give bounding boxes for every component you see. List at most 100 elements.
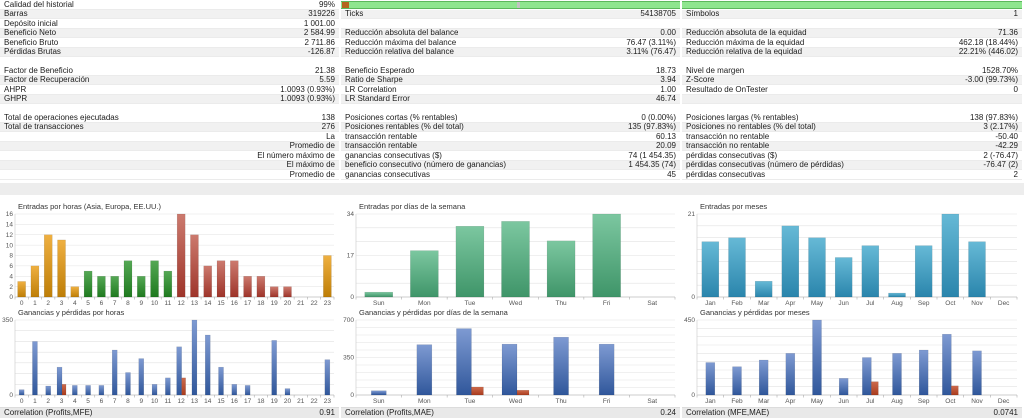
stat-row: Beneficio Neto 2 584.99	[0, 28, 339, 38]
section-divider	[0, 182, 1024, 195]
svg-text:Jan: Jan	[705, 398, 716, 405]
stat-value: 2 584.99	[303, 28, 335, 38]
svg-text:Apr: Apr	[785, 300, 796, 307]
stat-label: ganancias consecutivas ($)	[345, 150, 442, 160]
stat-row: Total de operaciones ejecutadas 138	[0, 113, 339, 123]
svg-text:7: 7	[113, 398, 117, 405]
stat-value: 21.38	[314, 65, 335, 75]
svg-text:0: 0	[691, 294, 695, 301]
stat-value: 99%	[318, 0, 335, 9]
stat-row: Barras 319226	[0, 9, 339, 19]
svg-text:450: 450	[684, 317, 695, 324]
stat-value: 45	[667, 169, 676, 179]
stat-label: Z-Score	[686, 75, 715, 85]
stat-row: pérdidas consecutivas 2	[682, 170, 1022, 180]
chart-title: Entradas por horas (Asia, Europa, EE.UU.…	[18, 201, 161, 211]
svg-text:Apr: Apr	[785, 398, 796, 405]
stat-label: pérdidas consecutivas	[686, 169, 766, 179]
statistics-table: Calidad del historial 99% Barras 319226 Depó…	[0, 0, 1024, 180]
stat-label: LR Standard Error	[345, 94, 410, 104]
stat-value: 2 (-76.47)	[983, 150, 1018, 160]
svg-text:0: 0	[9, 392, 13, 399]
svg-text:17: 17	[244, 398, 252, 405]
svg-text:3: 3	[60, 398, 64, 405]
stat-row: Calidad del historial 99%	[0, 0, 339, 10]
correlation-profits-mfe-row: Correlation (Profits,MFE) 0.91	[0, 406, 339, 418]
stat-row: ganancias consecutivas ($) 74 (1 454.35)	[341, 151, 680, 161]
stat-label: transacción rentable	[345, 131, 418, 141]
stat-row: Promedio de	[0, 170, 339, 180]
svg-text:8: 8	[9, 252, 13, 259]
stat-row: Pérdidas Brutas -126.87	[0, 47, 339, 57]
svg-text:16: 16	[6, 211, 14, 218]
stat-row: Posiciones largas (% rentables) 138 (97.8…	[682, 113, 1022, 123]
stat-row: beneficio consecutivo (número de gananci…	[341, 160, 680, 170]
stat-value: 3 (2.17%)	[983, 122, 1018, 132]
stat-label: Pérdidas Brutas	[4, 47, 61, 57]
stat-label: LR Correlation	[345, 84, 397, 94]
stat-label: pérdidas consecutivas ($)	[686, 150, 778, 160]
svg-text:Sep: Sep	[918, 398, 930, 405]
stat-row: Beneficio Bruto 2 711.86	[0, 38, 339, 48]
stat-label: beneficio consecutivo (número de gananci…	[345, 160, 506, 170]
svg-text:Feb: Feb	[731, 300, 743, 307]
stat-row: Posiciones rentables (% del total) 135 (9…	[341, 122, 680, 132]
svg-text:19: 19	[271, 398, 279, 405]
stat-label: Total de transacciones	[4, 122, 84, 132]
stat-value: 0 (0.00%)	[641, 112, 676, 122]
correlation-label: Correlation (Profits,MAE)	[345, 408, 434, 417]
stat-row: pérdidas consecutivas (número de pérdida…	[682, 160, 1022, 170]
stat-label: Posiciones cortas (% rentables)	[345, 112, 458, 122]
stat-row: Total de transacciones 276	[0, 122, 339, 132]
stat-label: Reducción absoluta del balance	[345, 28, 459, 38]
pnl-by-weekday-chart: 0 350 700 Sun Mon Tue Wed Thu Fri Sat	[343, 317, 676, 405]
svg-text:Aug: Aug	[891, 398, 903, 405]
stat-row: Resultado de OnTester 0	[682, 85, 1022, 95]
svg-text:9: 9	[139, 398, 143, 405]
svg-text:Sun: Sun	[373, 300, 385, 307]
stat-value: La	[326, 131, 335, 141]
stats-section: Ticks 54138705 Reducción absoluta del bala…	[341, 0, 680, 57]
stat-value: 1 001.00	[303, 18, 335, 28]
svg-text:13: 13	[191, 300, 199, 307]
svg-text:10: 10	[6, 242, 14, 249]
svg-text:22: 22	[310, 398, 318, 405]
svg-text:20: 20	[284, 300, 292, 307]
stat-row	[682, 19, 1022, 29]
stat-value: -76.47 (2)	[983, 160, 1018, 170]
pnl-by-month-chart: 0 450 Jan Feb Mar Apr May Jun Jul Aug Sep Oct Nov Dec	[684, 317, 1018, 405]
stat-value: 2 711.86	[304, 37, 335, 47]
stat-value: 18.73	[655, 65, 676, 75]
svg-text:11: 11	[164, 398, 171, 405]
chart-panel-pnl-by-month: Ganancias y pérdidas por meses 0 450 Jan Fe…	[682, 307, 1022, 405]
stat-row	[682, 94, 1022, 104]
stat-value: 1528.70%	[981, 65, 1018, 75]
stat-row: Reducción absoluta del balance 0.00	[341, 28, 680, 38]
svg-text:15: 15	[217, 398, 225, 405]
svg-text:Aug: Aug	[891, 300, 903, 307]
correlation-mfe-mae-row: Correlation (MFE,MAE) 0.0741	[682, 406, 1022, 418]
stat-label: Ticks	[345, 9, 364, 19]
entries-by-month-chart: 0 21 Jan Feb Mar Apr May Jun Jul Aug Sep Oct Nov Dec	[688, 211, 1018, 307]
stats-column-1: Calidad del historial 99% Barras 319226 Depó…	[0, 0, 339, 180]
svg-text:0: 0	[350, 392, 354, 399]
svg-text:2: 2	[46, 300, 50, 307]
stat-label: Reducción máxima del balance	[345, 37, 457, 47]
svg-text:Dec: Dec	[998, 300, 1010, 307]
svg-text:0: 0	[350, 294, 354, 301]
svg-text:May: May	[811, 398, 824, 405]
chart-title: Entradas por días de la semana	[359, 201, 466, 211]
svg-text:0: 0	[20, 398, 24, 405]
svg-text:7: 7	[113, 300, 117, 307]
stat-value: 135 (97.83%)	[627, 122, 676, 132]
stat-label: Nivel de margen	[686, 65, 745, 75]
svg-text:6: 6	[9, 263, 13, 270]
stat-row: Ratio de Sharpe 3.94	[341, 75, 680, 85]
stat-row: transacción rentable 20.09	[341, 141, 680, 151]
stats-column-3: Símbolos 1 Reducción absoluta de la equida…	[682, 0, 1022, 180]
svg-text:5: 5	[86, 300, 90, 307]
svg-text:6: 6	[100, 398, 104, 405]
quality-bar-divider	[517, 1, 521, 8]
chart-panel-entries-by-month: Entradas por meses 0 21 Jan Feb Mar Apr May Jun…	[682, 201, 1022, 307]
svg-text:13: 13	[191, 398, 199, 405]
